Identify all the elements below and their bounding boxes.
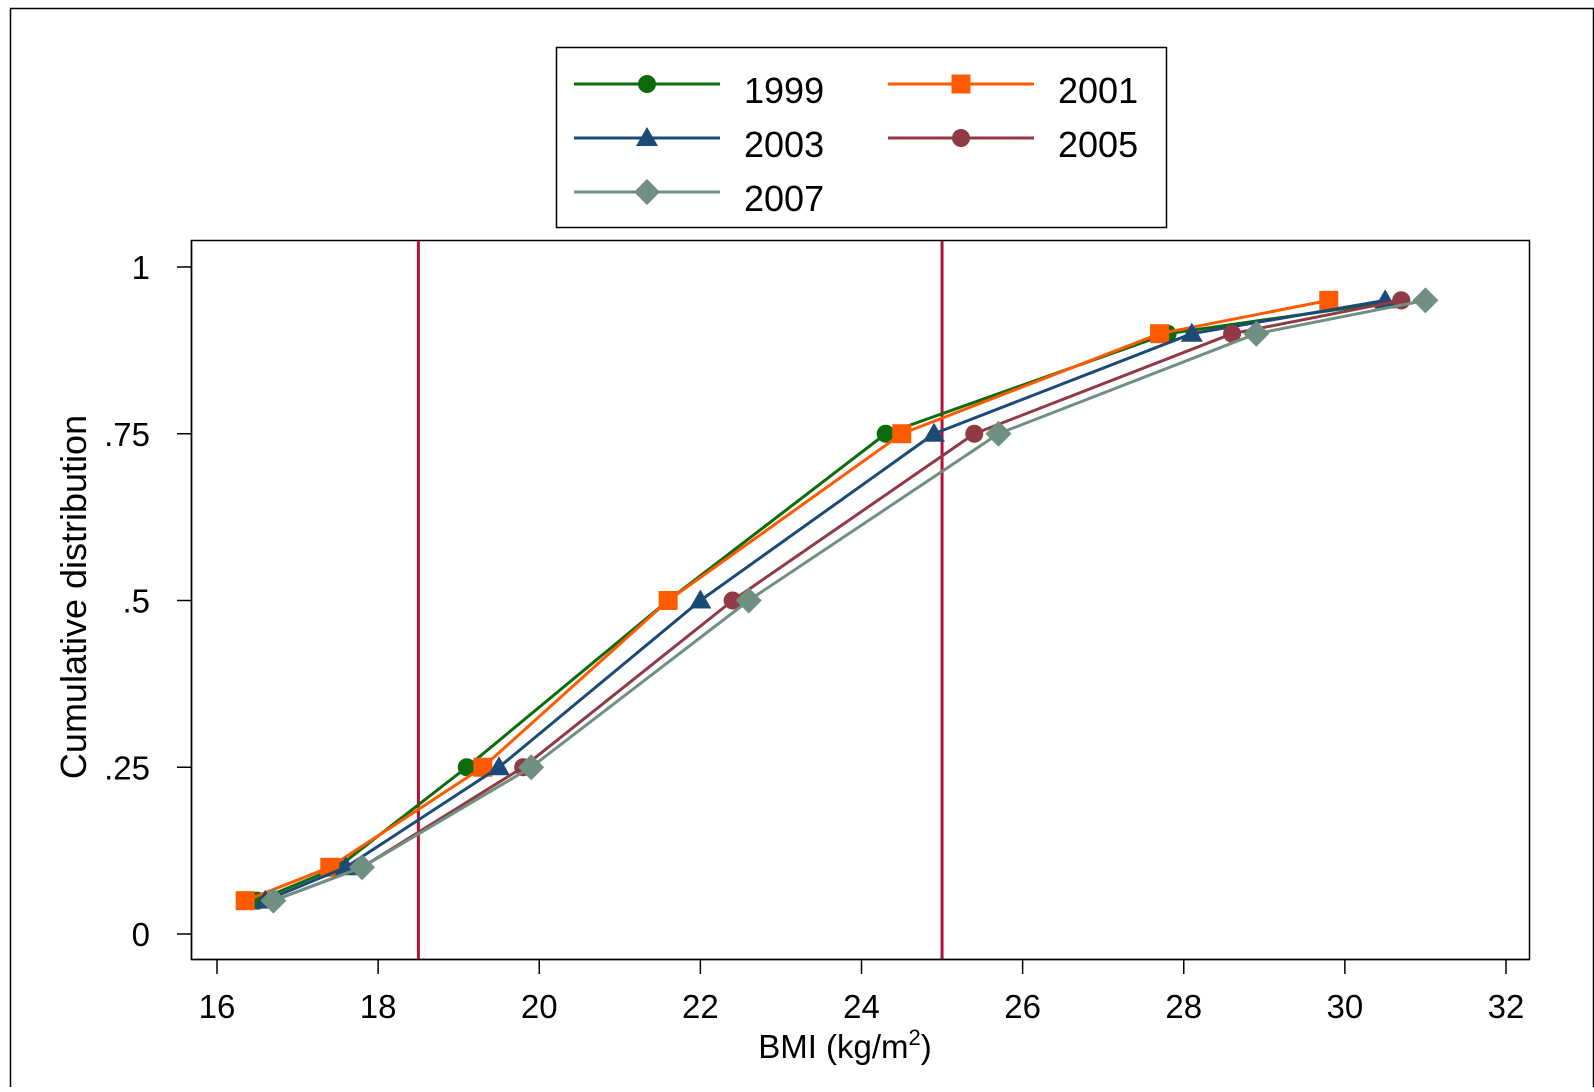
data-point <box>487 756 510 776</box>
y-tick-label: 0 <box>132 916 150 953</box>
legend-item-1999: 1999 <box>574 70 824 111</box>
y-tick-label: .5 <box>122 583 150 620</box>
legend-label: 2001 <box>1058 70 1138 111</box>
legend-swatch-marker <box>636 127 658 146</box>
legend-item-2005: 2005 <box>888 124 1138 165</box>
y-axis-label: Cumulative distribution <box>53 415 94 779</box>
x-axis: 16 18 20 22 24 26 28 30 32 <box>191 958 1530 1025</box>
y-axis: 0 .25 .5 .75 1 <box>104 240 193 960</box>
series-layer <box>235 287 1439 914</box>
x-tick-label: 24 <box>843 988 880 1025</box>
data-point <box>1243 320 1270 347</box>
data-point <box>349 854 376 881</box>
data-point <box>658 591 678 610</box>
data-point <box>965 424 984 443</box>
y-tick-label: 1 <box>132 249 150 286</box>
legend-label: 2005 <box>1058 124 1138 165</box>
legend-label: 2007 <box>744 178 824 219</box>
x-axis-label: BMI (kg/m2) <box>758 1025 932 1065</box>
reference-lines <box>416 241 944 959</box>
data-point <box>1412 287 1439 314</box>
x-tick-label: 28 <box>1165 988 1202 1025</box>
data-point <box>892 424 912 444</box>
y-tick-label: .75 <box>104 416 150 453</box>
data-point <box>473 757 493 777</box>
x-tick-label: 30 <box>1327 988 1364 1025</box>
data-point <box>457 758 476 777</box>
x-tick-label: 22 <box>682 988 719 1025</box>
data-point <box>1150 324 1170 344</box>
plot-frame <box>190 239 1531 961</box>
data-point <box>1319 290 1339 310</box>
series-2001 <box>235 290 1339 911</box>
legend-swatch-marker <box>638 75 656 93</box>
data-point <box>689 589 712 609</box>
x-tick-label: 18 <box>360 988 397 1025</box>
x-axis-label-main: BMI (kg/m <box>758 1028 908 1065</box>
x-tick-label: 16 <box>199 988 236 1025</box>
data-point <box>876 424 895 443</box>
data-point <box>1180 322 1203 342</box>
x-axis-label-close: ) <box>921 1028 932 1065</box>
x-axis-label-superscript: 2 <box>909 1025 921 1050</box>
x-tick-label: 20 <box>521 988 558 1025</box>
legend-label: 1999 <box>744 70 824 111</box>
legend-swatch-marker <box>951 74 971 94</box>
series-2007 <box>260 287 1439 914</box>
legend-item-2003: 2003 <box>574 124 824 165</box>
legend-label: 2003 <box>744 124 824 165</box>
data-point <box>923 422 946 442</box>
data-point <box>260 887 287 914</box>
data-point <box>518 754 545 781</box>
x-tick-label: 32 <box>1488 988 1525 1025</box>
legend-item-2007: 2007 <box>574 178 824 219</box>
legend-item-2001: 2001 <box>888 70 1138 111</box>
legend-swatch-marker <box>634 179 660 205</box>
data-point <box>985 420 1012 447</box>
data-point <box>235 891 255 911</box>
data-point <box>723 591 742 610</box>
data-point <box>1223 324 1242 343</box>
y-tick-label: .25 <box>104 749 150 786</box>
legend: 1999 2001 2003 2005 2007 <box>555 46 1168 229</box>
x-tick-label: 26 <box>1004 988 1041 1025</box>
plot-area <box>190 239 1531 961</box>
legend-swatch-marker <box>952 129 970 147</box>
data-point <box>735 587 762 614</box>
